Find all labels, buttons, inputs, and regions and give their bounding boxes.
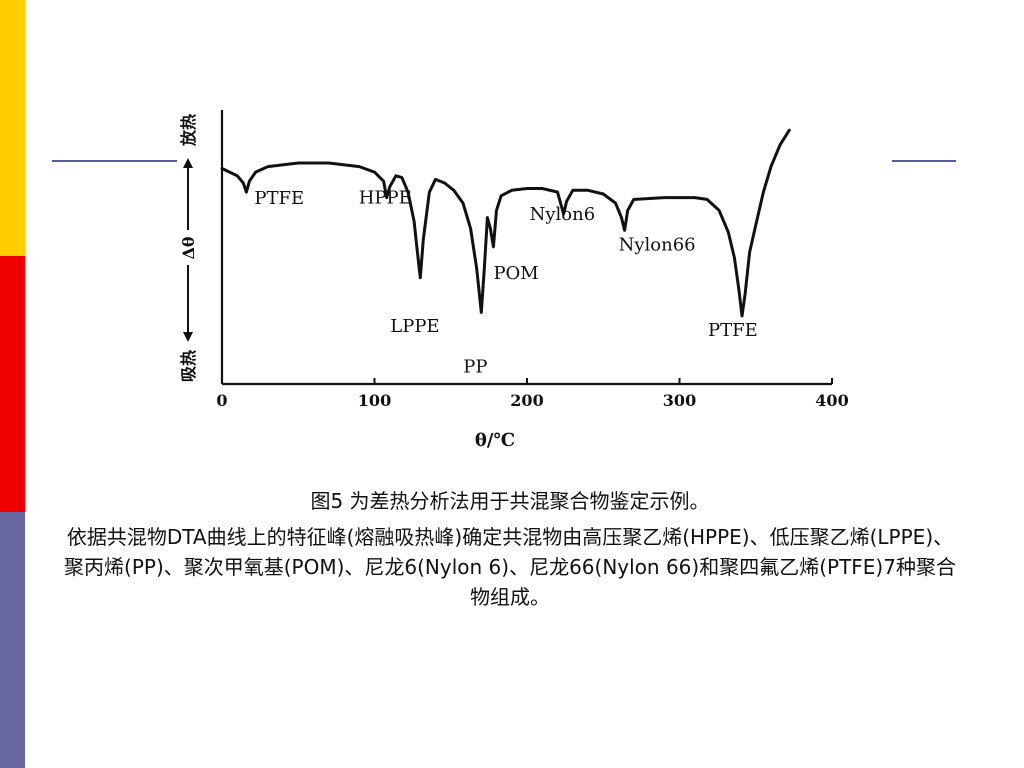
x-tick-label: 400 [815, 391, 848, 410]
y-axis-title: Δθ [179, 236, 198, 259]
peak-label: POM [493, 263, 538, 284]
chart-axes [220, 110, 832, 386]
y-arrow-up-head [183, 158, 193, 168]
peak-label: PP [463, 356, 487, 377]
side-bar-blue [0, 512, 25, 768]
peak-label: HPPE [359, 188, 412, 209]
side-bar-yellow [0, 0, 25, 256]
peak-label: Nylon6 [530, 204, 596, 225]
y-top-label: 放热 [179, 114, 198, 147]
title-rule-left [52, 160, 177, 162]
side-bar-red [0, 256, 25, 512]
peak-labels: PTFE HPPE LPPE PP POM Nylon6 Nylon66 PTFE [254, 188, 757, 378]
x-tick-label: 200 [510, 391, 543, 410]
figure-caption-body: 依据共混物DTA曲线上的特征峰(熔融吸热峰)确定共混物由高压聚乙烯(HPPE)、… [64, 525, 956, 609]
peak-label: Nylon66 [619, 234, 696, 255]
x-tick-label: 0 [216, 391, 227, 410]
y-axis-title-group: 放热 Δθ 吸热 [179, 114, 198, 382]
peak-label: PTFE [254, 188, 304, 209]
x-tick-label: 100 [358, 391, 391, 410]
title-rule-right [892, 160, 956, 162]
chart-ticks: 0 100 200 300 400 [216, 378, 849, 410]
y-bottom-label: 吸热 [179, 350, 198, 382]
dta-chart: 0 100 200 300 400 PTFE HPPE LPPE PP POM Nylon6 Nyl… [179, 110, 849, 451]
peak-label: LPPE [390, 316, 439, 337]
dta-curve [220, 128, 791, 318]
figure-caption-title: 图5 为差热分析法用于共混聚合物鉴定示例。 [310, 489, 710, 513]
x-axis-title: θ/℃ [475, 430, 515, 451]
peak-label: PTFE [708, 320, 758, 341]
x-tick-label: 300 [663, 391, 696, 410]
y-arrow-down-head [183, 332, 193, 342]
